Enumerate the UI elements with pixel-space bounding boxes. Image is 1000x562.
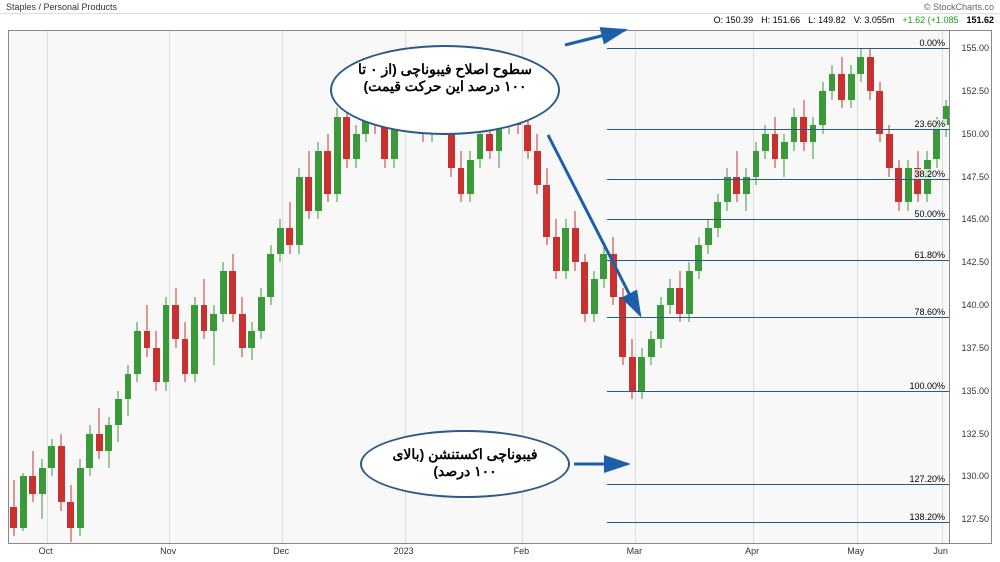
fibonacci-line [607, 522, 951, 523]
x-tick-label: Apr [745, 546, 759, 556]
fibonacci-line [607, 260, 951, 261]
header-title: Staples / Personal Products [6, 2, 117, 12]
price-last: 151.62 [966, 15, 994, 27]
fibonacci-label: 0.00% [917, 38, 947, 48]
fibonacci-line [607, 129, 951, 130]
x-tick-label: Oct [39, 546, 53, 556]
fibonacci-line [607, 484, 951, 485]
y-tick-label: 142.50 [961, 257, 989, 267]
price-open: O: 150.39 [714, 15, 754, 27]
fibonacci-label: 61.80% [912, 250, 947, 260]
y-tick-label: 147.50 [961, 172, 989, 182]
fibonacci-label: 127.20% [907, 474, 947, 484]
x-tick-label: 2023 [394, 546, 414, 556]
y-tick-label: 155.00 [961, 43, 989, 53]
y-tick-label: 137.50 [961, 343, 989, 353]
price-low: L: 149.82 [808, 15, 846, 27]
y-tick-label: 135.00 [961, 386, 989, 396]
header-copyright: © StockCharts.co [924, 2, 994, 12]
x-tick-label: May [847, 546, 864, 556]
fibonacci-line [607, 179, 951, 180]
fibonacci-label: 100.00% [907, 381, 947, 391]
y-tick-label: 145.00 [961, 214, 989, 224]
fibonacci-label: 38.20% [912, 169, 947, 179]
x-tick-label: Dec [273, 546, 289, 556]
y-tick-label: 130.00 [961, 471, 989, 481]
x-axis: Oct Nov Dec 2023 Feb Mar Apr May Jun [8, 546, 950, 560]
price-volume: V: 3.055m [854, 15, 895, 27]
price-change: +1.62 (+1.085 [902, 15, 958, 27]
y-axis: 127.50 130.00 132.50 135.00 137.50 140.00 142.… [949, 31, 991, 543]
fibonacci-label: 78.60% [912, 307, 947, 317]
fibonacci-label: 138.20% [907, 512, 947, 522]
x-tick-label: Jun [933, 546, 948, 556]
x-tick-label: Mar [627, 546, 643, 556]
fibonacci-line [607, 317, 951, 318]
fibonacci-line [607, 391, 951, 392]
annotation-extension: فیبوناچی اکستنشن (بالای ۱۰۰ درصد) [360, 430, 570, 498]
y-tick-label: 152.50 [961, 86, 989, 96]
y-tick-label: 140.00 [961, 300, 989, 310]
y-tick-label: 132.50 [961, 429, 989, 439]
x-tick-label: Nov [160, 546, 176, 556]
x-tick-label: Feb [514, 546, 530, 556]
fibonacci-label: 23.60% [912, 119, 947, 129]
fibonacci-line [607, 48, 951, 49]
fibonacci-label: 50.00% [912, 209, 947, 219]
y-tick-label: 150.00 [961, 129, 989, 139]
price-high: H: 151.66 [761, 15, 800, 27]
fibonacci-line [607, 219, 951, 220]
annotation-retracement: سطوح اصلاح فیبوناچی (از ۰ تا ۱۰۰ درصد ای… [330, 45, 560, 135]
y-tick-label: 127.50 [961, 514, 989, 524]
